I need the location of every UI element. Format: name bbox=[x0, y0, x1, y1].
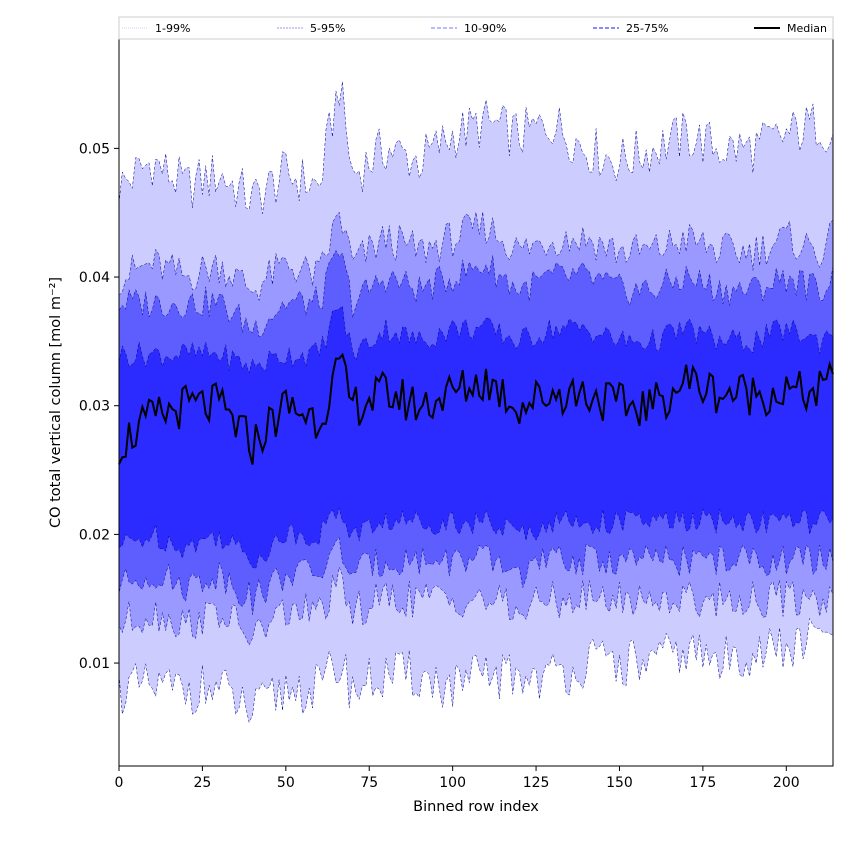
legend-label: 10-90% bbox=[464, 22, 506, 35]
x-tick-label: 150 bbox=[606, 775, 633, 791]
y-tick-label: 0.02 bbox=[79, 527, 110, 543]
x-tick-label: 50 bbox=[277, 775, 295, 791]
legend-label: 5-95% bbox=[310, 22, 345, 35]
x-tick-label: 75 bbox=[360, 775, 378, 791]
y-tick-label: 0.03 bbox=[79, 399, 110, 415]
plot-area bbox=[118, 81, 834, 724]
x-axis-label: Binned row index bbox=[413, 799, 539, 815]
percentile-bands bbox=[118, 81, 834, 724]
legend-label: 25-75% bbox=[626, 22, 668, 35]
y-axis-label: CO total vertical column [mol m⁻²] bbox=[48, 277, 64, 528]
x-tick-label: 100 bbox=[439, 775, 466, 791]
y-tick-label: 0.05 bbox=[79, 141, 110, 157]
x-axis: 0 25 50 75 100 125 150 175 200 bbox=[115, 766, 800, 791]
x-tick-label: 125 bbox=[523, 775, 550, 791]
legend-label: Median bbox=[787, 22, 827, 35]
y-tick-label: 0.04 bbox=[79, 270, 110, 286]
legend: 1-99% 5-95% 10-90% 25-75% Median bbox=[118, 16, 834, 40]
legend-label: 1-99% bbox=[155, 22, 190, 35]
x-tick-label: 200 bbox=[773, 775, 800, 791]
y-tick-label: 0.01 bbox=[79, 656, 110, 672]
x-tick-label: 25 bbox=[193, 775, 211, 791]
median-layer bbox=[118, 352, 834, 465]
legend-box bbox=[118, 16, 834, 40]
x-tick-label: 175 bbox=[690, 775, 717, 791]
y-axis: 0.01 0.02 0.03 0.04 0.05 bbox=[79, 141, 119, 672]
median-line bbox=[118, 352, 834, 465]
x-tick-label: 0 bbox=[115, 775, 124, 791]
